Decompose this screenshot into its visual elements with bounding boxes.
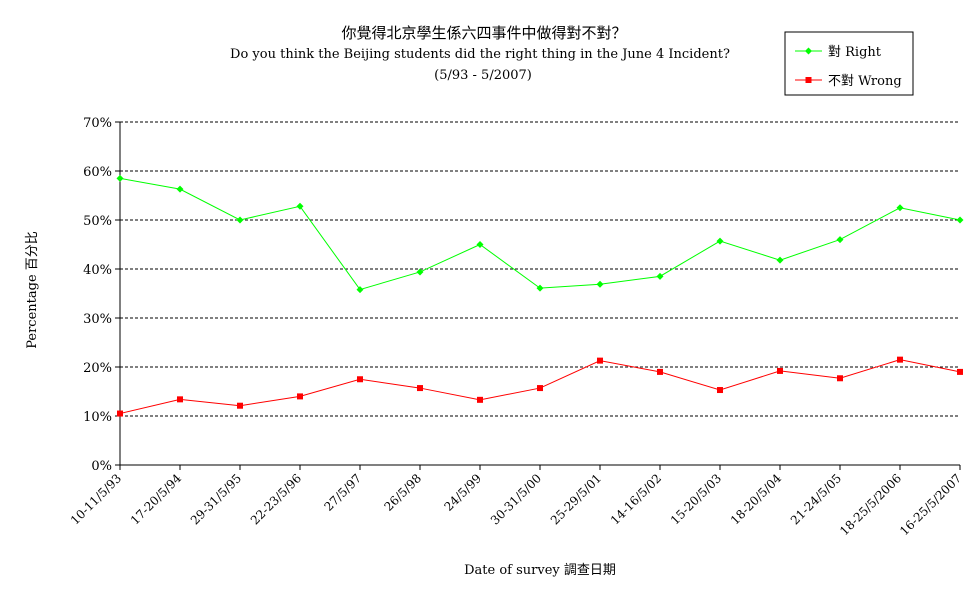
chart-title: 你覺得北京學生係六四事件中做得對不對？ bbox=[341, 24, 626, 42]
data-point bbox=[897, 356, 903, 363]
data-point bbox=[357, 376, 363, 383]
data-point bbox=[416, 268, 424, 276]
data-point bbox=[777, 367, 783, 374]
data-point bbox=[297, 393, 303, 400]
x-tick-label: 29-31/5/95 bbox=[188, 471, 244, 527]
x-tick-label: 25-29/5/01 bbox=[548, 471, 604, 527]
chart-period: (5/93 - 5/2007) bbox=[434, 68, 532, 83]
x-axis-ticks: 10-11/5/93 17-20/5/94 29-31/5/95 22-23/5/96… bbox=[68, 465, 964, 538]
x-tick-label: 30-31/5/00 bbox=[488, 471, 544, 527]
y-tick-label: 70% bbox=[83, 116, 112, 131]
x-tick-label: 15-20/5/03 bbox=[668, 471, 724, 527]
y-tick-label: 10% bbox=[83, 410, 112, 425]
y-tick-label: 40% bbox=[83, 263, 112, 278]
data-point bbox=[237, 402, 243, 409]
data-point bbox=[236, 216, 244, 224]
x-tick-label: 17-20/5/94 bbox=[128, 471, 185, 528]
series-line-0 bbox=[119, 177, 961, 291]
legend-box bbox=[784, 31, 914, 96]
data-point bbox=[477, 396, 483, 403]
grid-lines bbox=[120, 121, 960, 417]
x-tick-label: 10-11/5/93 bbox=[68, 471, 124, 527]
y-tick-label: 30% bbox=[83, 312, 112, 327]
data-point bbox=[117, 410, 123, 417]
y-tick-label: 50% bbox=[83, 214, 112, 229]
data-point bbox=[417, 385, 423, 392]
data-point bbox=[176, 185, 184, 193]
data-point bbox=[476, 241, 484, 248]
x-tick-label: 14-16/5/02 bbox=[608, 471, 664, 527]
data-point bbox=[956, 216, 964, 224]
data-point bbox=[656, 272, 664, 280]
y-axis-label: Percentage 百分比 bbox=[25, 231, 40, 349]
data-point bbox=[356, 286, 364, 294]
data-point bbox=[177, 396, 183, 403]
data-point bbox=[296, 202, 304, 210]
y-axis-ticks: 0% 10% 20% 30% 40% 50% 60% 70% bbox=[83, 116, 120, 474]
legend: 對 Right 不對 Wrong bbox=[784, 31, 914, 96]
data-point bbox=[536, 284, 544, 292]
x-tick-label: 18-25/5/2006 bbox=[837, 471, 904, 538]
chart-subtitle: Do you think the Beijing students did th… bbox=[230, 47, 730, 62]
legend-marker-right bbox=[805, 47, 812, 55]
x-tick-label: 18-20/5/04 bbox=[728, 471, 785, 528]
data-point bbox=[596, 280, 604, 288]
x-tick-label: 24/5/99 bbox=[442, 471, 485, 514]
x-tick-label: 21-24/5/05 bbox=[788, 471, 844, 527]
data-point bbox=[716, 237, 724, 245]
data-point bbox=[776, 256, 784, 264]
data-point bbox=[657, 368, 663, 375]
data-point bbox=[597, 357, 603, 364]
x-tick-label: 26/5/98 bbox=[382, 471, 425, 514]
y-tick-label: 20% bbox=[83, 361, 112, 376]
data-point bbox=[896, 204, 904, 212]
series-group bbox=[116, 174, 964, 417]
x-tick-label: 27/5/97 bbox=[322, 471, 365, 514]
x-tick-label: 16-25/5/2007 bbox=[897, 471, 964, 538]
legend-marker-wrong bbox=[805, 77, 812, 83]
legend-label-wrong: 不對 Wrong bbox=[828, 74, 902, 89]
y-tick-label: 60% bbox=[83, 165, 112, 180]
data-point bbox=[116, 174, 124, 182]
x-tick-label: 22-23/5/96 bbox=[248, 471, 304, 527]
data-point bbox=[837, 375, 843, 382]
legend-label-right: 對 Right bbox=[828, 45, 882, 60]
data-point bbox=[537, 385, 543, 392]
x-axis-label: Date of survey 調查日期 bbox=[464, 563, 616, 578]
y-tick-label: 0% bbox=[91, 459, 112, 474]
data-point bbox=[957, 368, 963, 375]
data-point bbox=[836, 236, 844, 244]
data-point bbox=[717, 387, 723, 394]
